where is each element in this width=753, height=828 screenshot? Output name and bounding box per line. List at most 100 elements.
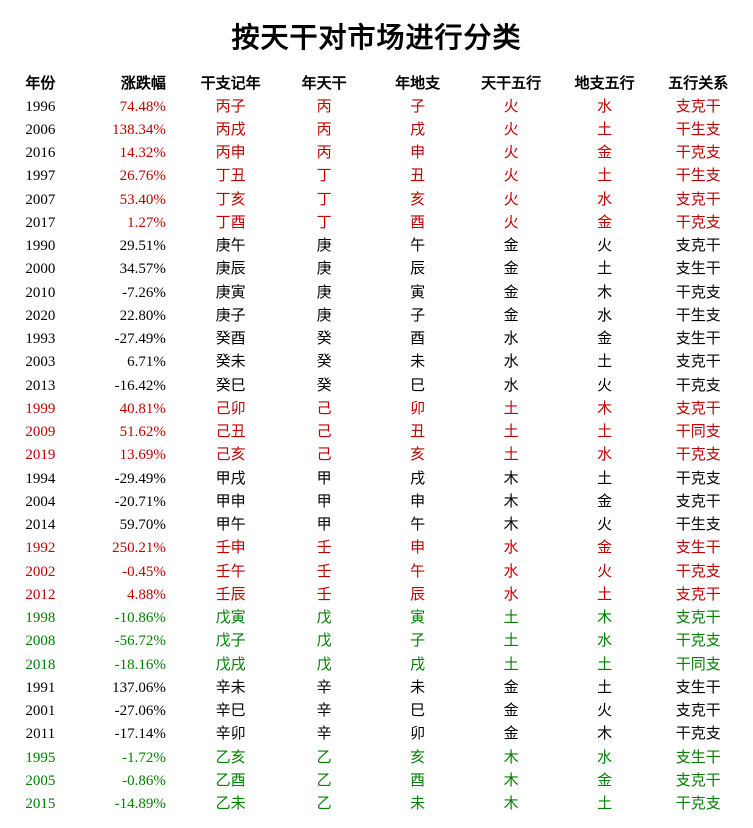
col-header-year: 年份 xyxy=(8,70,73,95)
cell-ganzhi: 壬申 xyxy=(184,537,278,560)
cell-change: -14.89% xyxy=(73,793,184,816)
cell-rel: 支克干 xyxy=(651,583,745,606)
cell-gan: 丙 xyxy=(277,118,371,141)
cell-rel: 干克支 xyxy=(651,142,745,165)
col-header-ganwx: 天干五行 xyxy=(464,70,558,95)
cell-ganwx: 水 xyxy=(464,560,558,583)
cell-ganwx: 木 xyxy=(464,746,558,769)
cell-zhi: 午 xyxy=(371,235,465,258)
market-table: 年份 涨跌幅 干支记年 年天干 年地支 天干五行 地支五行 五行关系 19967… xyxy=(8,70,745,816)
cell-year: 2009 xyxy=(8,421,73,444)
cell-ganwx: 土 xyxy=(464,653,558,676)
cell-rel: 支生干 xyxy=(651,537,745,560)
cell-gan: 己 xyxy=(277,397,371,420)
cell-year: 2012 xyxy=(8,583,73,606)
table-row: 201913.69%己亥己亥土水干克支 xyxy=(8,444,745,467)
cell-ganzhi: 戊寅 xyxy=(184,607,278,630)
cell-zhi: 亥 xyxy=(371,746,465,769)
cell-year: 2020 xyxy=(8,304,73,327)
cell-zhi: 卯 xyxy=(371,723,465,746)
cell-ganzhi: 己丑 xyxy=(184,421,278,444)
cell-zhiwx: 金 xyxy=(558,537,652,560)
table-row: 2018-18.16%戊戌戊戌土土干同支 xyxy=(8,653,745,676)
cell-gan: 庚 xyxy=(277,258,371,281)
table-row: 1995-1.72%乙亥乙亥木水支生干 xyxy=(8,746,745,769)
cell-zhiwx: 金 xyxy=(558,328,652,351)
cell-gan: 庚 xyxy=(277,304,371,327)
cell-change: 137.06% xyxy=(73,676,184,699)
table-row: 2005-0.86%乙酉乙酉木金支克干 xyxy=(8,769,745,792)
cell-zhiwx: 火 xyxy=(558,700,652,723)
cell-rel: 干同支 xyxy=(651,653,745,676)
cell-ganwx: 木 xyxy=(464,769,558,792)
cell-change: 250.21% xyxy=(73,537,184,560)
col-header-zhi: 年地支 xyxy=(371,70,465,95)
cell-zhi: 巳 xyxy=(371,374,465,397)
cell-zhiwx: 水 xyxy=(558,746,652,769)
cell-ganwx: 土 xyxy=(464,444,558,467)
cell-ganwx: 土 xyxy=(464,421,558,444)
cell-zhi: 申 xyxy=(371,490,465,513)
cell-zhiwx: 火 xyxy=(558,374,652,397)
cell-ganwx: 金 xyxy=(464,235,558,258)
cell-ganwx: 金 xyxy=(464,723,558,746)
cell-ganwx: 火 xyxy=(464,211,558,234)
cell-gan: 壬 xyxy=(277,583,371,606)
cell-zhi: 寅 xyxy=(371,281,465,304)
cell-rel: 干克支 xyxy=(651,723,745,746)
cell-year: 1996 xyxy=(8,95,73,118)
cell-change: -16.42% xyxy=(73,374,184,397)
cell-rel: 支克干 xyxy=(651,397,745,420)
cell-ganwx: 土 xyxy=(464,630,558,653)
cell-gan: 丙 xyxy=(277,95,371,118)
cell-zhiwx: 水 xyxy=(558,630,652,653)
cell-gan: 辛 xyxy=(277,676,371,699)
cell-rel: 干克支 xyxy=(651,467,745,490)
cell-change: -0.45% xyxy=(73,560,184,583)
cell-gan: 丁 xyxy=(277,188,371,211)
table-row: 1998-10.86%戊寅戊寅土木支克干 xyxy=(8,607,745,630)
cell-change: 34.57% xyxy=(73,258,184,281)
cell-gan: 庚 xyxy=(277,235,371,258)
cell-ganzhi: 戊子 xyxy=(184,630,278,653)
cell-zhi: 寅 xyxy=(371,607,465,630)
cell-rel: 干生支 xyxy=(651,304,745,327)
cell-ganzhi: 乙酉 xyxy=(184,769,278,792)
cell-ganzhi: 辛未 xyxy=(184,676,278,699)
table-row: 2008-56.72%戊子戊子土水干克支 xyxy=(8,630,745,653)
cell-zhiwx: 水 xyxy=(558,444,652,467)
cell-ganzhi: 壬辰 xyxy=(184,583,278,606)
cell-zhi: 酉 xyxy=(371,211,465,234)
cell-year: 2008 xyxy=(8,630,73,653)
cell-ganwx: 水 xyxy=(464,537,558,560)
cell-rel: 支克干 xyxy=(651,490,745,513)
cell-zhi: 子 xyxy=(371,304,465,327)
cell-rel: 支克干 xyxy=(651,351,745,374)
table-row: 20124.88%壬辰壬辰水土支克干 xyxy=(8,583,745,606)
cell-ganwx: 土 xyxy=(464,607,558,630)
cell-change: 74.48% xyxy=(73,95,184,118)
cell-gan: 己 xyxy=(277,444,371,467)
cell-ganwx: 火 xyxy=(464,142,558,165)
cell-zhiwx: 土 xyxy=(558,351,652,374)
cell-year: 2011 xyxy=(8,723,73,746)
cell-zhi: 辰 xyxy=(371,583,465,606)
cell-zhi: 戌 xyxy=(371,467,465,490)
cell-ganzhi: 甲午 xyxy=(184,514,278,537)
cell-rel: 干同支 xyxy=(651,421,745,444)
cell-ganwx: 金 xyxy=(464,304,558,327)
cell-ganzhi: 甲申 xyxy=(184,490,278,513)
cell-zhiwx: 土 xyxy=(558,653,652,676)
cell-gan: 戊 xyxy=(277,607,371,630)
cell-gan: 己 xyxy=(277,421,371,444)
cell-ganzhi: 癸酉 xyxy=(184,328,278,351)
table-row: 201614.32%丙申丙申火金干克支 xyxy=(8,142,745,165)
cell-year: 1997 xyxy=(8,165,73,188)
cell-ganwx: 水 xyxy=(464,583,558,606)
cell-zhi: 未 xyxy=(371,793,465,816)
cell-rel: 干生支 xyxy=(651,514,745,537)
cell-change: 4.88% xyxy=(73,583,184,606)
cell-ganwx: 土 xyxy=(464,397,558,420)
cell-year: 2005 xyxy=(8,769,73,792)
cell-zhi: 戌 xyxy=(371,118,465,141)
